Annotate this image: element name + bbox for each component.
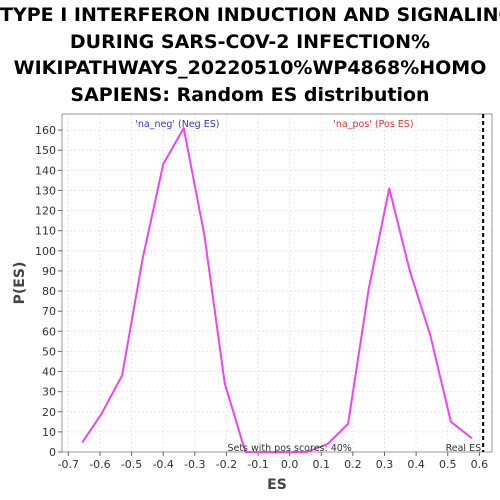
title-line-3: WIKIPATHWAYS_20220510%WP4868%HOMO	[13, 57, 487, 79]
title-line-4: SAPIENS: Random ES distribution	[70, 83, 430, 106]
data-point	[223, 382, 226, 385]
data-point	[367, 288, 370, 290]
y-tick-label: 70	[42, 305, 56, 318]
x-tick-label: 0.0	[281, 458, 299, 471]
data-point	[121, 374, 123, 377]
y-tick-label: 20	[42, 406, 56, 419]
title-line-2: DURING SARS-COV-2 INFECTION%	[69, 30, 431, 53]
data-point	[388, 187, 391, 190]
y-tick-label: 80	[42, 285, 56, 298]
x-tick-label: 0.4	[407, 458, 425, 471]
x-tick-label: 0.1	[313, 458, 331, 471]
x-tick-label: -0.1	[247, 458, 268, 471]
x-tick-label: 0.6	[471, 458, 489, 471]
data-point	[100, 412, 103, 415]
axes: -0.7 -0.6 -0.5 -0.4 -0.3 -0.2 -0.1 0.0 0.1 0.2 0.3…	[35, 124, 488, 471]
data-point	[306, 451, 308, 453]
y-tick-label: 160	[35, 124, 56, 137]
y-tick-label: 0	[49, 446, 56, 459]
y-tick-label: 120	[35, 205, 56, 218]
y-tick-label: 150	[35, 144, 56, 157]
data-point	[449, 420, 452, 423]
y-tick-label: 140	[35, 164, 56, 177]
x-tick-label: -0.6	[89, 458, 110, 471]
x-tick-label: -0.2	[216, 458, 237, 471]
x-tick-label: -0.5	[121, 458, 142, 471]
annotations: 'na_neg' (Neg ES) 'na_pos' (Pos ES) Sets w…	[135, 119, 481, 454]
y-tick-label: 130	[35, 184, 56, 197]
y-axis-title: P(ES)	[12, 262, 28, 305]
data-point	[265, 451, 267, 453]
data-point	[429, 334, 432, 337]
data-point	[182, 127, 185, 129]
data-point	[141, 257, 144, 260]
y-tick-label: 30	[42, 386, 56, 399]
data-point	[162, 163, 165, 166]
neg-es-annotation: 'na_neg' (Neg ES)	[135, 119, 219, 130]
x-tick-label: 0.2	[344, 458, 362, 471]
data-point	[244, 451, 247, 453]
y-tick-label: 10	[42, 426, 56, 439]
real-es-label: Real ES	[446, 443, 482, 454]
data-point	[347, 422, 350, 425]
data-point	[470, 437, 473, 439]
y-tick-label: 60	[42, 325, 56, 338]
data-point	[408, 270, 411, 272]
plot-frame	[61, 113, 493, 453]
x-tick-label: 0.5	[439, 458, 457, 471]
data-point	[203, 233, 206, 236]
chart-title: TYPE I INTERFERON INDUCTION AND SIGNALIN…	[0, 2, 500, 108]
x-tick-label: -0.7	[58, 458, 79, 471]
y-tick-label: 50	[42, 345, 56, 358]
y-tick-label: 110	[35, 225, 56, 238]
x-axis-title: ES	[267, 477, 287, 493]
series-line	[81, 127, 473, 453]
x-tick-label: -0.3	[184, 458, 205, 471]
grid-lines	[62, 114, 492, 453]
x-tick-label: -0.4	[152, 458, 173, 471]
data-point	[81, 441, 84, 443]
x-tick-label: 0.3	[376, 458, 394, 471]
y-tick-label: 100	[35, 245, 56, 258]
pos-es-annotation: 'na_pos' (Pos ES)	[333, 119, 413, 130]
data-point	[285, 451, 288, 453]
y-tick-label: 40	[42, 366, 56, 379]
title-line-1: TYPE I INTERFERON INDUCTION AND SIGNALIN…	[0, 4, 500, 26]
data-point	[326, 443, 329, 445]
pos-scores-note: Sets with pos scores: 40%	[227, 443, 351, 454]
series-layer	[81, 114, 485, 453]
y-tick-label: 90	[42, 265, 56, 278]
